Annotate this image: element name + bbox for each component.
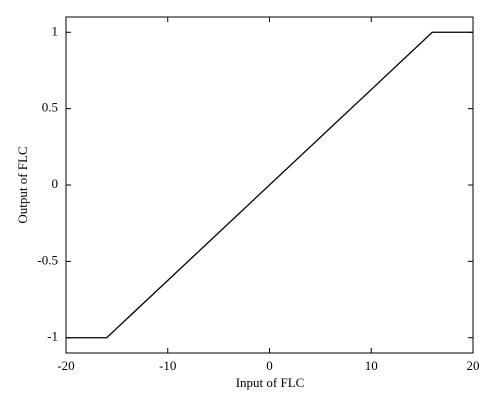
y-tick-label: 0 [52, 176, 59, 191]
x-axis-label: Input of FLC [236, 375, 305, 390]
data-line [66, 31, 473, 339]
x-tick-label: -10 [159, 358, 176, 373]
y-tick-label: 1 [52, 23, 59, 38]
x-tick-label: -20 [57, 358, 74, 373]
y-tick-label: -0.5 [37, 252, 58, 267]
x-tick-label: 0 [266, 358, 273, 373]
x-tick-label: 10 [365, 358, 378, 373]
y-tick-label: -1 [47, 329, 58, 344]
y-tick-label: 0.5 [42, 100, 58, 115]
y-axis-label: Output of FLC [15, 146, 30, 223]
x-tick-label: 20 [467, 358, 480, 373]
